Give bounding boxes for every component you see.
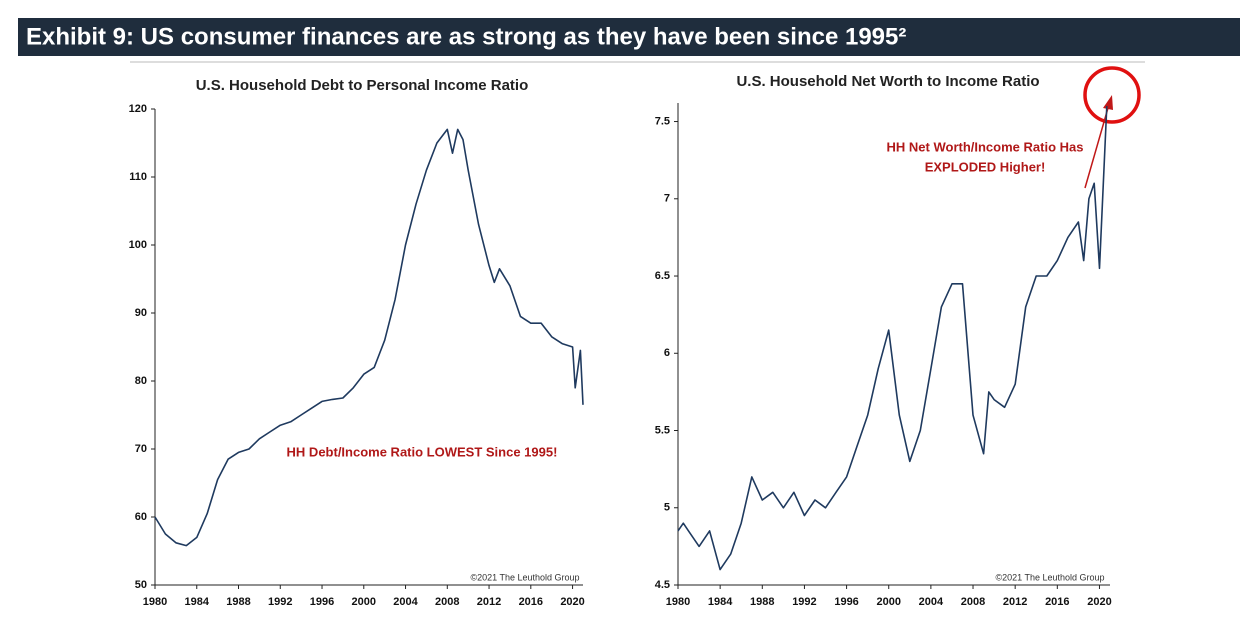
x-tick-label: 2012	[1003, 596, 1027, 608]
x-tick-label: 2016	[1045, 596, 1069, 608]
annotation-arrow	[1084, 107, 1109, 189]
y-tick-label: 4.5	[655, 579, 670, 591]
annotation: EXPLODED Higher!	[925, 159, 1046, 174]
y-tick-label: 5.5	[655, 424, 670, 436]
source-note: ©2021 The Leuthold Group	[995, 572, 1104, 582]
x-tick-label: 1988	[226, 596, 250, 608]
y-tick-label: 120	[129, 103, 147, 115]
source-note: ©2021 The Leuthold Group	[470, 572, 579, 582]
x-tick-label: 2008	[961, 596, 985, 608]
x-tick-label: 1988	[750, 596, 774, 608]
x-tick-label: 1980	[143, 596, 167, 608]
x-tick-label: 1992	[268, 596, 292, 608]
y-tick-label: 6.5	[655, 270, 670, 282]
header-title: Exhibit 9: US consumer finances are as s…	[26, 23, 906, 50]
x-tick-label: 1984	[185, 596, 210, 608]
x-tick-label: 2008	[435, 596, 459, 608]
y-tick-label: 100	[129, 239, 147, 251]
chart-title: U.S. Household Net Worth to Income Ratio	[736, 73, 1039, 90]
data-line	[154, 128, 584, 547]
y-tick-label: 7.5	[655, 115, 670, 127]
y-tick-label: 90	[135, 307, 147, 319]
y-tick-label: 5	[664, 502, 670, 514]
x-tick-label: 1996	[310, 596, 334, 608]
x-tick-label: 1984	[708, 596, 733, 608]
chart-title: U.S. Household Debt to Personal Income R…	[196, 77, 529, 94]
x-tick-label: 2020	[560, 596, 584, 608]
arrow-head	[1103, 95, 1113, 110]
annotation: HH Debt/Income Ratio LOWEST Since 1995!	[287, 444, 558, 459]
x-tick-label: 2012	[477, 596, 501, 608]
x-tick-label: 2000	[876, 596, 900, 608]
y-tick-label: 80	[135, 375, 147, 387]
data-line	[677, 106, 1108, 571]
highlight-circle	[1083, 66, 1141, 124]
x-tick-label: 1992	[792, 596, 816, 608]
y-tick-label: 60	[135, 511, 147, 523]
x-tick-label: 2016	[519, 596, 543, 608]
y-tick-label: 6	[664, 347, 670, 359]
y-tick-label: 110	[129, 171, 147, 183]
y-tick-label: 50	[135, 579, 147, 591]
x-tick-label: 2004	[393, 596, 418, 608]
x-tick-label: 2004	[919, 596, 944, 608]
y-tick-label: 70	[135, 443, 147, 455]
x-tick-label: 2020	[1087, 596, 1111, 608]
header-bar	[18, 18, 1240, 56]
annotation: HH Net Worth/Income Ratio Has	[887, 139, 1084, 154]
y-tick-label: 7	[664, 193, 670, 205]
x-tick-label: 1996	[834, 596, 858, 608]
x-tick-label: 2000	[352, 596, 376, 608]
x-tick-label: 1980	[666, 596, 690, 608]
